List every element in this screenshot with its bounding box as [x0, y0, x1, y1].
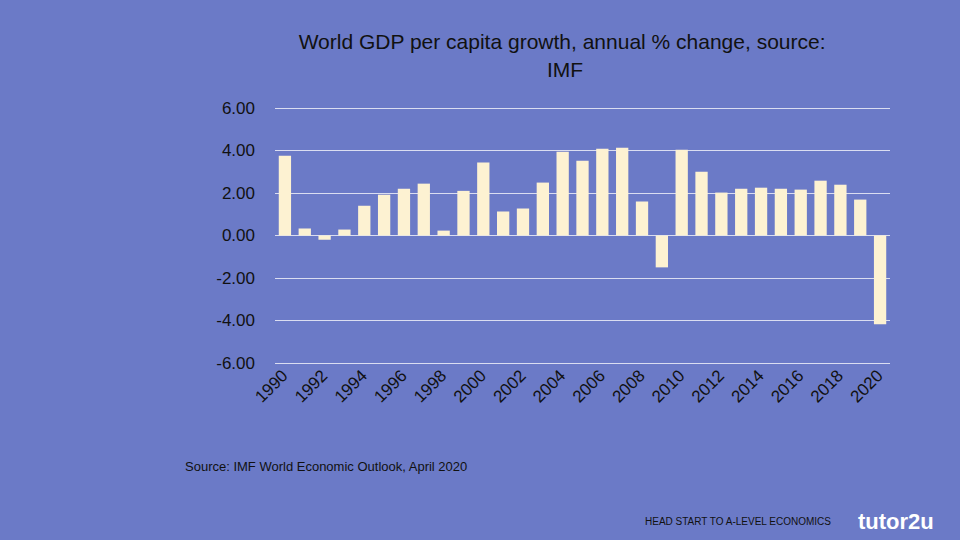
- svg-text:1998: 1998: [410, 366, 450, 406]
- svg-text:2018: 2018: [807, 366, 847, 406]
- svg-text:2010: 2010: [648, 366, 688, 406]
- svg-text:1994: 1994: [331, 366, 371, 406]
- svg-text:-2.00: -2.00: [216, 269, 255, 288]
- svg-text:1996: 1996: [371, 366, 411, 406]
- svg-text:tutor2u: tutor2u: [858, 509, 934, 534]
- svg-text:4.00: 4.00: [222, 141, 255, 160]
- svg-text:1990: 1990: [251, 366, 291, 406]
- svg-text:6.00: 6.00: [222, 99, 255, 118]
- svg-text:HEAD START TO A-LEVEL ECONOMIC: HEAD START TO A-LEVEL ECONOMICS: [645, 516, 831, 527]
- svg-text:0.00: 0.00: [222, 226, 255, 245]
- svg-text:Source: IMF World Economic Out: Source: IMF World Economic Outlook, Apri…: [185, 459, 467, 474]
- svg-text:-4.00: -4.00: [216, 311, 255, 330]
- svg-text:2000: 2000: [450, 366, 490, 406]
- svg-text:2012: 2012: [688, 366, 728, 406]
- svg-text:2008: 2008: [609, 366, 649, 406]
- svg-text:1992: 1992: [291, 366, 331, 406]
- svg-text:2.00: 2.00: [222, 184, 255, 203]
- svg-text:-6.00: -6.00: [216, 354, 255, 373]
- svg-text:World GDP per capita growth, a: World GDP per capita growth, annual % ch…: [299, 30, 832, 53]
- svg-text:IMF: IMF: [547, 58, 583, 81]
- svg-text:2002: 2002: [490, 366, 530, 406]
- svg-text:2020: 2020: [847, 366, 887, 406]
- svg-text:2014: 2014: [728, 366, 768, 406]
- svg-text:2004: 2004: [529, 366, 569, 406]
- svg-text:2006: 2006: [569, 366, 609, 406]
- svg-text:2016: 2016: [767, 366, 807, 406]
